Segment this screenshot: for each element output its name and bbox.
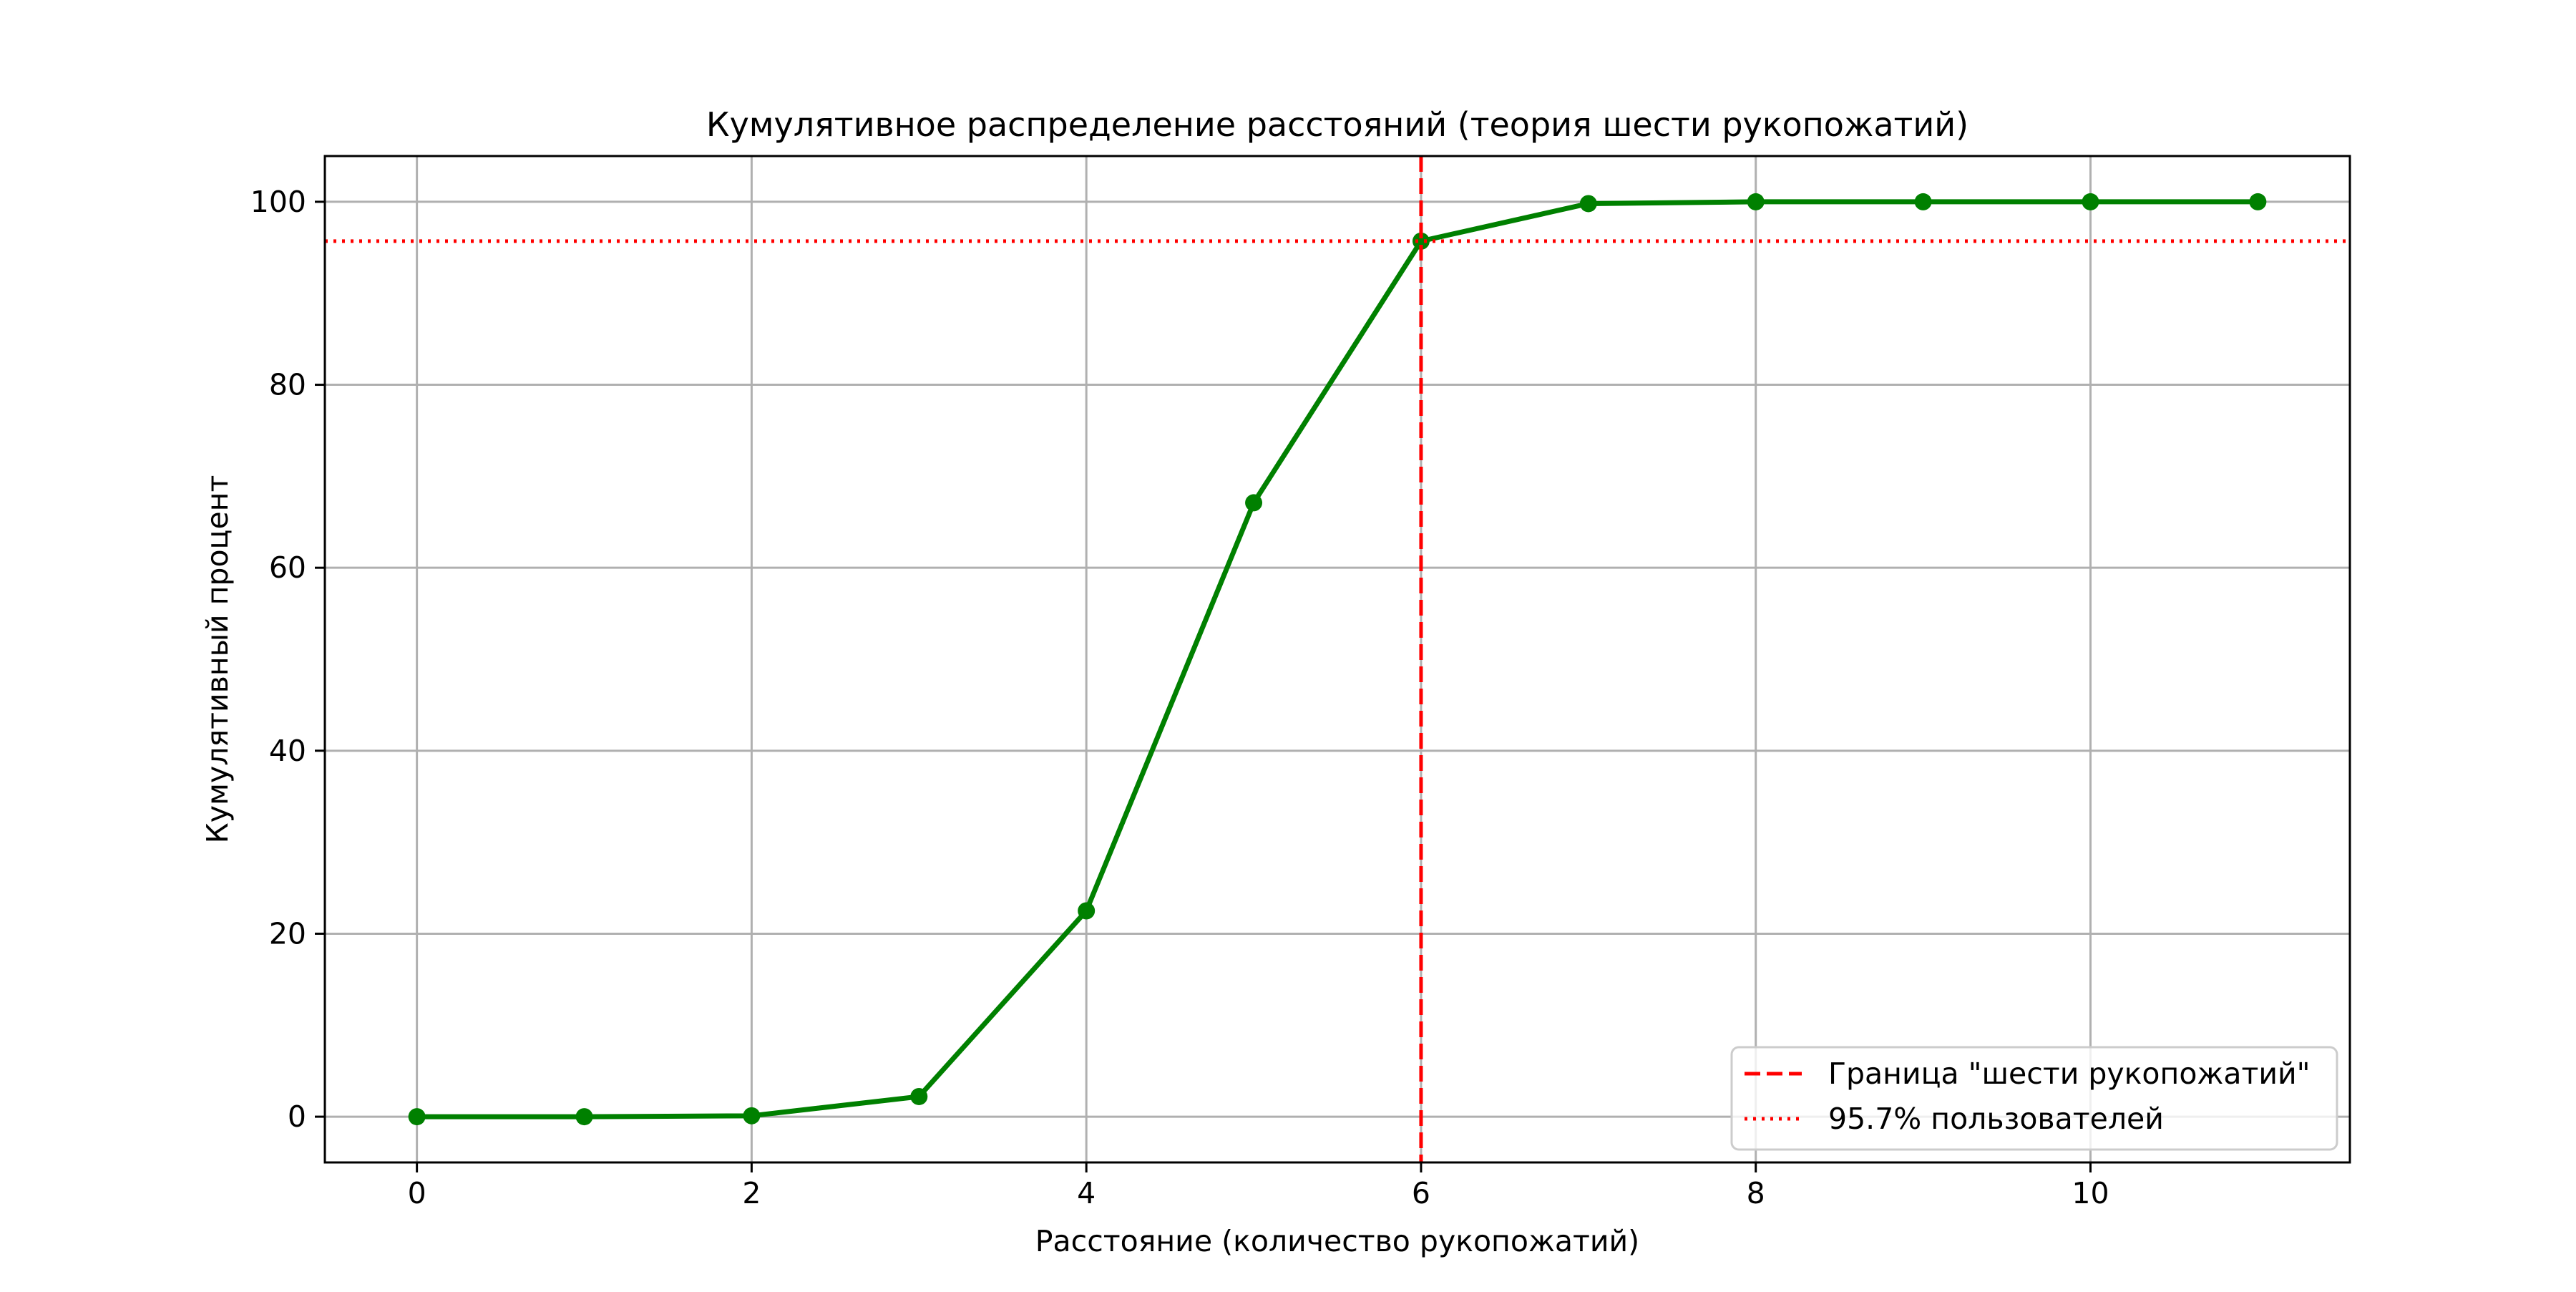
data-point [1412,232,1430,250]
data-point [1245,494,1263,512]
series-layer [408,193,2267,1126]
data-point [408,1108,426,1126]
x-tick-label: 6 [1412,1176,1430,1210]
y-tick-label: 40 [269,734,306,768]
data-point [1078,902,1096,920]
data-point [1579,195,1597,213]
y-tick-label: 0 [288,1099,306,1134]
legend-box [1730,1046,2338,1151]
chart-title: Кумулятивное распределение расстояний (т… [706,105,1968,144]
data-point [1747,193,1765,210]
y-tick-label: 20 [269,916,306,951]
y-tick-label: 60 [269,550,306,585]
data-point [743,1107,761,1125]
x-tick-label: 0 [408,1176,426,1210]
data-point [2082,193,2099,210]
x-tick-label: 10 [2072,1176,2109,1210]
legend-label-horizontal-line: 95.7% пользователей [1828,1102,2164,1136]
legend-label-vertical-line: Граница "шести рукопожатий" [1828,1057,2311,1091]
data-point [575,1108,593,1126]
y-tick-label: 80 [269,368,306,402]
data-point [910,1087,928,1105]
x-tick-label: 4 [1077,1176,1096,1210]
data-point [2249,193,2267,210]
legend: Граница "шести рукопожатий" 95.7% пользо… [1730,1046,2338,1151]
y-axis-label: Кумулятивный процент [200,475,235,844]
data-point [1914,193,1932,210]
x-tick-label: 2 [742,1176,761,1210]
reference-lines-layer [325,156,2350,1162]
series-line [414,199,2260,1119]
y-tick-label: 100 [250,185,306,219]
x-axis-label: Расстояние (количество рукопожатий) [1035,1224,1639,1258]
plot-frame [323,155,2351,1164]
x-tick-label: 8 [1747,1176,1765,1210]
